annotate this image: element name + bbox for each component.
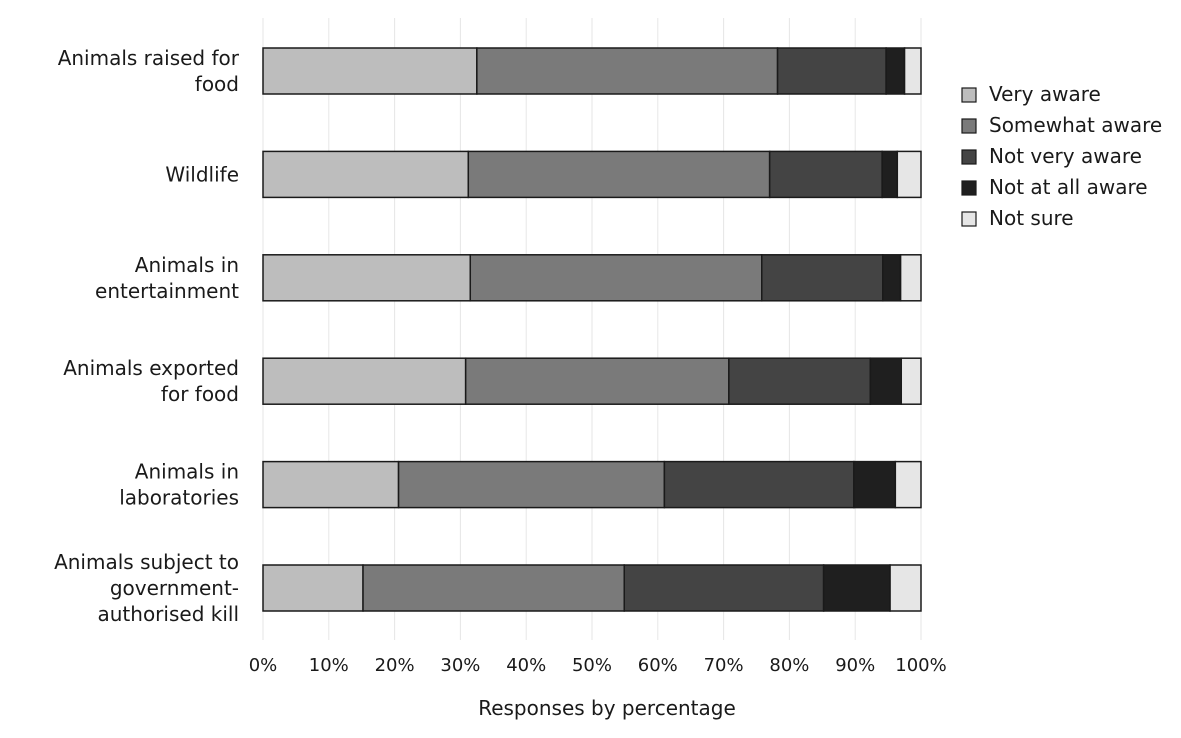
bar-segment [262, 254, 472, 302]
x-tick-label: 70% [704, 655, 744, 676]
bar-segment [623, 564, 825, 612]
bar-segment [894, 460, 922, 509]
category-label: Animals exported [63, 356, 239, 380]
bar-segment [881, 150, 899, 199]
legend: Very aware Somewhat aware Not very aware No… [961, 82, 1162, 230]
category-label: government- [110, 576, 239, 600]
category-label: Animals in [135, 460, 239, 484]
bar-segment [768, 150, 883, 199]
bar-segment [885, 47, 906, 95]
legend-swatch [961, 118, 977, 134]
bar-segment [397, 460, 666, 509]
bar-segment [822, 564, 891, 612]
legend-label: Not at all aware [989, 175, 1148, 199]
bar-segment [761, 254, 884, 302]
category-label: Animals raised for [58, 46, 240, 70]
bar-segment [476, 47, 779, 95]
category-label: for food [161, 382, 239, 406]
legend-swatch [961, 149, 977, 165]
legend-label: Somewhat aware [989, 113, 1162, 137]
bar-segment [889, 564, 922, 612]
legend-label: Not sure [989, 206, 1074, 230]
x-tick-label: 100% [895, 655, 946, 676]
bar-segment [262, 460, 400, 509]
x-tick-label: 40% [506, 655, 546, 676]
bar-segment [467, 150, 771, 199]
bar-segment [262, 564, 364, 612]
x-axis-ticks: 0% 10% 20% 30% 40% 50% 60% 70% 80% 90% 100% [249, 655, 947, 676]
legend-label: Not very aware [989, 144, 1142, 168]
category-label: Animals in [135, 253, 239, 277]
bar-segment [899, 254, 922, 302]
bars [262, 47, 922, 612]
category-label: authorised kill [98, 602, 240, 626]
x-tick-label: 80% [769, 655, 809, 676]
x-tick-label: 20% [375, 655, 415, 676]
x-tick-label: 10% [309, 655, 349, 676]
category-label: food [195, 72, 239, 96]
legend-label: Very aware [989, 82, 1101, 106]
gridlines [262, 18, 922, 640]
bar-segment [869, 357, 903, 405]
bar-segment [900, 357, 922, 405]
bar-segment [776, 47, 887, 95]
x-tick-label: 0% [249, 655, 278, 676]
legend-swatch [961, 87, 977, 103]
legend-swatch [961, 211, 977, 227]
bar-segment [262, 150, 470, 199]
category-label: Wildlife [165, 162, 239, 186]
bar-segment [853, 460, 897, 509]
category-label: entertainment [95, 279, 239, 303]
bar-segment [728, 357, 872, 405]
bar-segment [882, 254, 902, 302]
bar-segment [262, 47, 478, 95]
legend-swatch [961, 180, 977, 196]
bar-segment [362, 564, 625, 612]
x-tick-label: 30% [440, 655, 480, 676]
category-label: laboratories [119, 486, 239, 510]
category-label: Animals subject to [54, 550, 239, 574]
bar-segment [903, 47, 922, 95]
bar-segment [896, 150, 922, 199]
bar-segment [663, 460, 855, 509]
bar-segment [464, 357, 730, 405]
bar-segment [469, 254, 763, 302]
x-tick-label: 60% [638, 655, 678, 676]
x-tick-label: 90% [835, 655, 875, 676]
x-axis-title: Responses by percentage [478, 696, 736, 720]
x-tick-label: 50% [572, 655, 612, 676]
bar-segment [262, 357, 467, 405]
